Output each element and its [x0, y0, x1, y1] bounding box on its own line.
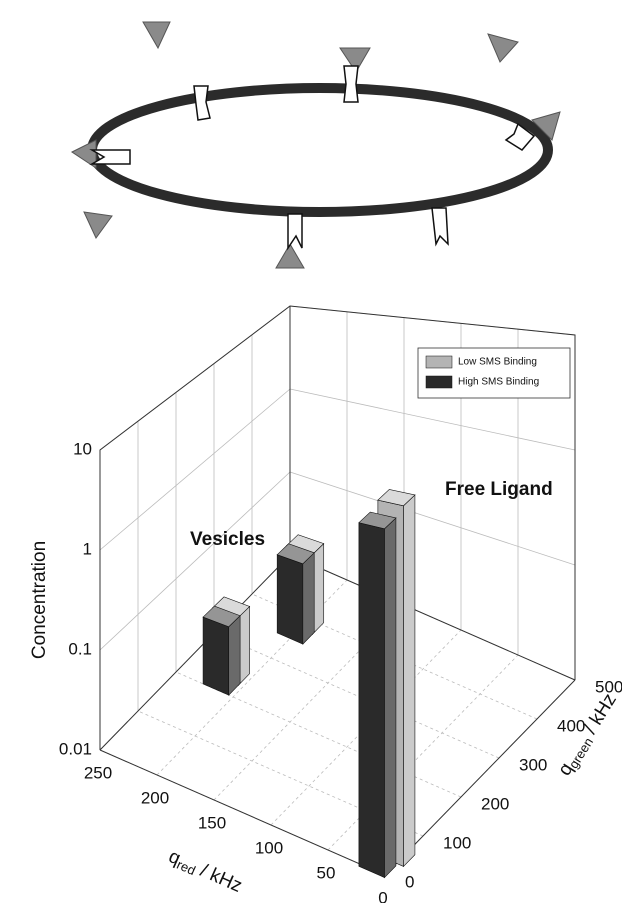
x-axis-title: qred / kHz: [165, 846, 245, 898]
x-tick-label: 250: [84, 763, 112, 782]
legend-swatch: [425, 375, 453, 389]
bar-front: [202, 616, 230, 696]
grid-line: [99, 388, 291, 551]
bar-top: [276, 543, 315, 565]
y-tick-label: 100: [443, 833, 471, 852]
bar-top: [358, 511, 397, 530]
x-tick-label: 0: [378, 888, 387, 903]
bar: [202, 605, 241, 696]
markers: [89, 65, 536, 251]
bar-top: [377, 489, 416, 507]
grid-line: [99, 471, 291, 651]
bar: [276, 543, 315, 645]
bar-front: [276, 554, 304, 645]
bar-side: [403, 494, 416, 868]
axis-line: [289, 554, 576, 681]
bar-side: [302, 552, 315, 645]
bar-top: [202, 605, 241, 628]
floor-grid-line: [213, 632, 500, 759]
x-tick-label: 100: [255, 838, 283, 857]
legend-swatch: [425, 355, 453, 369]
z-tick-label: 10: [73, 439, 92, 458]
x-tick-label: 50: [317, 863, 336, 882]
y-tick-label: 300: [519, 755, 547, 774]
ring: [87, 83, 553, 217]
x-tick-label: 200: [141, 788, 169, 807]
x-tick-label: 150: [198, 813, 226, 832]
bar: [358, 511, 397, 879]
y-tick-label: 400: [557, 716, 585, 735]
triangles: [71, 21, 561, 269]
x-axis-subscript: red: [174, 857, 197, 878]
z-tick-label: 0.01: [59, 739, 92, 758]
floor-grid-line: [327, 654, 519, 851]
y-tick-label: 500: [595, 677, 622, 696]
legend-label: High SMS Binding: [458, 377, 539, 388]
bar-front: [358, 522, 385, 879]
legend-box: [417, 347, 571, 399]
x-axis-unit: / kHz: [192, 858, 245, 897]
grid-line: [289, 388, 576, 451]
legend-label: Low SMS Binding: [458, 357, 537, 368]
z-axis-title: Concentration: [29, 541, 50, 659]
y-tick-label: 0: [405, 872, 414, 891]
annotation: Vesicles: [190, 529, 265, 550]
bar-side: [228, 614, 241, 696]
bar-side: [384, 517, 397, 879]
y-tick-label: 200: [481, 794, 509, 813]
axis-box: [99, 679, 576, 876]
ring-diagram: [71, 21, 561, 269]
floor-grid-line: [137, 710, 424, 837]
annotation: Free Ligand: [445, 479, 553, 500]
z-tick-label: 1: [83, 539, 92, 558]
axis-line: [99, 554, 291, 751]
grid-line: [289, 471, 576, 566]
z-tick-label: 0.1: [68, 639, 92, 658]
